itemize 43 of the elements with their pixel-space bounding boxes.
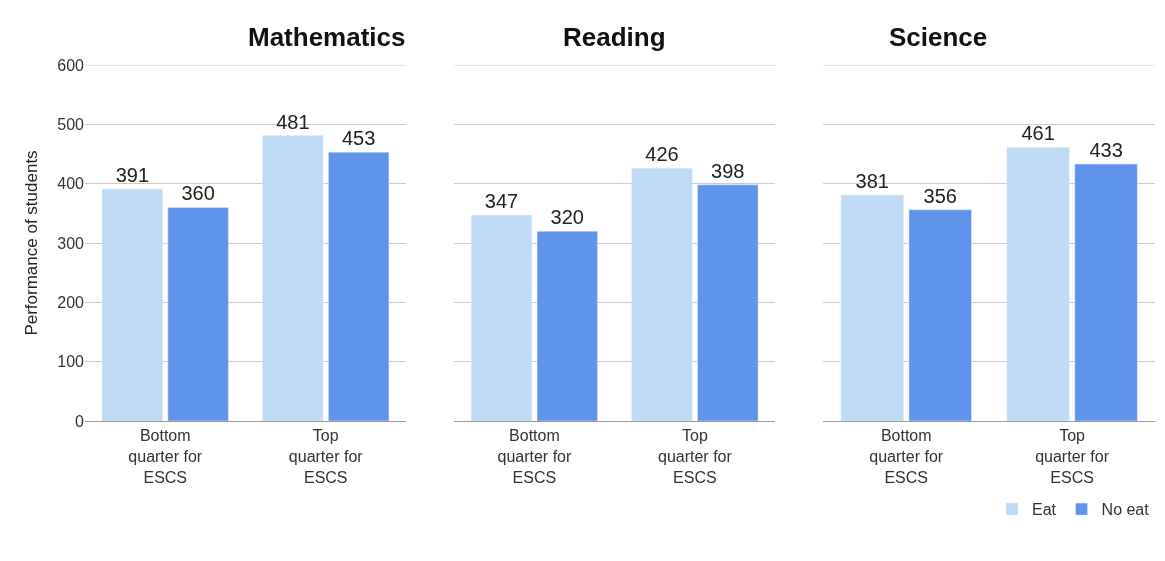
bar [840, 194, 904, 421]
data-label: 391 [115, 164, 150, 187]
chart-title: Reading [563, 22, 666, 52]
bar [101, 188, 163, 421]
bar [1006, 147, 1070, 421]
data-label: 461 [1021, 122, 1055, 145]
data-label: 356 [923, 184, 957, 207]
bar [1074, 163, 1138, 421]
data-label: 453 [341, 127, 376, 150]
data-label: 360 [181, 182, 215, 205]
y-tick-label: 500 [57, 115, 85, 133]
bar [908, 209, 972, 421]
data-label: 481 [276, 110, 310, 133]
bar [697, 184, 759, 421]
chart-title: Science [889, 22, 988, 52]
bar [470, 214, 533, 421]
x-tick-label: Bottom quarter for ESCS [869, 427, 944, 486]
y-axis-title: Performance of students [21, 150, 41, 336]
data-label: 347 [484, 190, 519, 213]
y-tick-label: 400 [57, 175, 85, 193]
y-tick-label: 300 [57, 234, 85, 252]
data-label: 398 [711, 159, 745, 182]
y-tick-label: 600 [57, 56, 85, 74]
bar [167, 207, 229, 421]
bar [328, 151, 390, 421]
bar [536, 230, 598, 421]
x-tick-label: Top quarter for ESCS [1035, 427, 1110, 486]
y-tick-label: 0 [75, 412, 85, 430]
data-label: 433 [1089, 139, 1123, 162]
x-tick-label: Bottom quarter for ESCS [128, 427, 203, 486]
x-tick-label: Top quarter for ESCS [288, 427, 364, 486]
data-label: 381 [855, 169, 889, 192]
data-label: 426 [645, 143, 679, 166]
legend-label: Eat [1032, 501, 1057, 519]
y-tick-label: 100 [57, 353, 85, 371]
y-tick-label: 200 [57, 293, 85, 311]
x-tick-label: Bottom quarter for ESCS [497, 427, 572, 486]
x-tick-label: Top quarter for ESCS [657, 427, 733, 486]
chart-title: Mathematics [248, 22, 406, 52]
data-label: 320 [550, 206, 584, 229]
bar [631, 167, 693, 421]
bar [262, 135, 324, 421]
legend-label: No eat [1101, 501, 1150, 519]
